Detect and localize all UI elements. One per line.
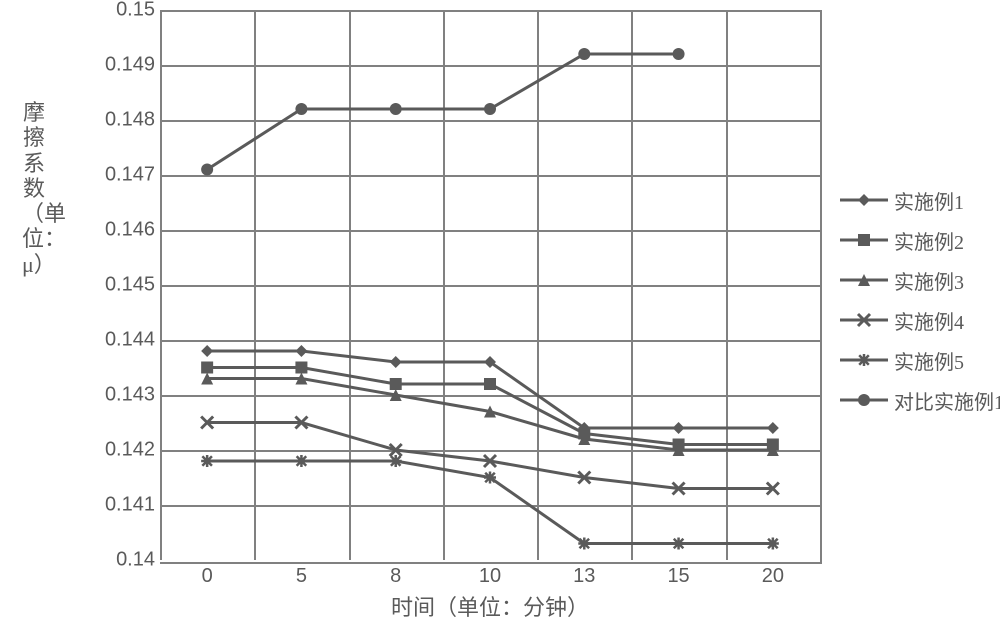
series-marker xyxy=(201,164,213,176)
legend-item: 实施例2 xyxy=(840,220,1000,260)
x-tick-label: 13 xyxy=(573,565,595,588)
series-marker xyxy=(578,48,590,60)
series-marker xyxy=(390,378,402,390)
legend-label: 实施例3 xyxy=(894,266,964,295)
series-marker xyxy=(390,103,402,115)
y-tick-label: 0.147 xyxy=(90,164,155,187)
series-marker xyxy=(673,48,685,60)
legend-swatch xyxy=(840,345,888,375)
series-marker xyxy=(295,362,307,374)
x-tick-label: 0 xyxy=(202,565,213,588)
legend-item: 实施例4 xyxy=(840,300,1000,340)
y-tick-label: 0.145 xyxy=(90,274,155,297)
series-marker xyxy=(767,538,779,550)
series-marker xyxy=(295,103,307,115)
series-marker xyxy=(484,378,496,390)
series-marker xyxy=(484,103,496,115)
x-tick-label: 20 xyxy=(762,565,784,588)
series-line xyxy=(207,54,678,170)
x-tick-label: 15 xyxy=(667,565,689,588)
y-tick-label: 0.14 xyxy=(90,549,155,572)
legend-label: 对比实施例1 xyxy=(894,386,1000,415)
series-marker xyxy=(578,538,590,550)
series-marker xyxy=(673,422,685,434)
x-axis-label-text: 时间（单位：分钟） xyxy=(391,595,589,620)
y-tick-label: 0.142 xyxy=(90,439,155,462)
legend-swatch xyxy=(840,385,888,415)
legend-swatch xyxy=(840,305,888,335)
series-marker xyxy=(390,455,402,467)
y-axis-label-text: 摩擦系数（单位：μ） xyxy=(22,100,66,277)
series-marker xyxy=(201,345,213,357)
legend-swatch xyxy=(840,265,888,295)
y-tick-label: 0.149 xyxy=(90,54,155,77)
legend-label: 实施例4 xyxy=(894,306,964,335)
y-axis-label: 摩擦系数（单位：μ） xyxy=(22,100,46,277)
series-marker xyxy=(295,345,307,357)
legend-label: 实施例2 xyxy=(894,226,964,255)
series-marker xyxy=(484,472,496,484)
legend-item: 实施例1 xyxy=(840,180,1000,220)
series-marker xyxy=(390,356,402,368)
friction-chart: 0.14 0.141 0.142 0.143 0.144 0.145 0.146 0.147 0… xyxy=(0,0,1000,615)
series-marker xyxy=(201,362,213,374)
x-tick-label: 8 xyxy=(390,565,401,588)
series-marker xyxy=(673,538,685,550)
legend-item: 实施例3 xyxy=(840,260,1000,300)
legend: 实施例1 实施例2 实施例3 实施例4 实施例5 对比实施例1 xyxy=(840,180,1000,420)
legend-item: 实施例5 xyxy=(840,340,1000,380)
x-tick-label: 5 xyxy=(296,565,307,588)
data-lines xyxy=(160,10,820,560)
y-tick-label: 0.146 xyxy=(90,219,155,242)
legend-label: 实施例1 xyxy=(894,186,964,215)
y-tick-label: 0.148 xyxy=(90,109,155,132)
legend-label: 实施例5 xyxy=(894,346,964,375)
series-marker xyxy=(767,422,779,434)
legend-swatch xyxy=(840,225,888,255)
y-tick-label: 0.143 xyxy=(90,384,155,407)
x-axis-label: 时间（单位：分钟） xyxy=(160,590,820,622)
x-tick-label: 10 xyxy=(479,565,501,588)
series-marker xyxy=(201,455,213,467)
y-tick-label: 0.144 xyxy=(90,329,155,352)
legend-swatch xyxy=(840,185,888,215)
series-marker xyxy=(295,455,307,467)
y-tick-label: 0.15 xyxy=(90,0,155,22)
y-tick-label: 0.141 xyxy=(90,494,155,517)
legend-item: 对比实施例1 xyxy=(840,380,1000,420)
